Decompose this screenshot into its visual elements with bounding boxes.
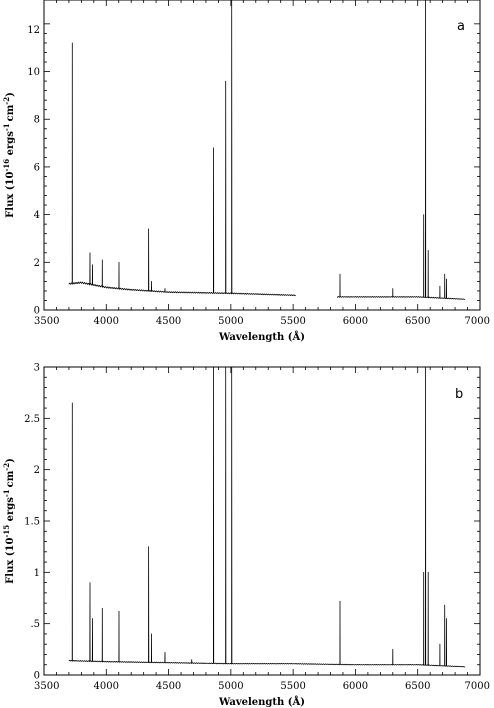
panel-a-y-tick-label: 10 (27, 67, 40, 78)
panel-a-frame (43, 0, 481, 311)
panel-b-spectrum-line (68, 366, 466, 668)
panel-a-label: a (457, 19, 465, 34)
panel-a-x-tick-label: 7000 (465, 316, 490, 327)
panel-a-x-tick-label: 6500 (405, 316, 430, 327)
panel-a-y-axis-title: Flux (10-16 ergs-1cm-2) (2, 92, 16, 218)
panel-b-x-axis-title: Wavelength (Å) (218, 696, 305, 708)
panel-b-y-tick-label: 1.5 (24, 517, 40, 528)
panel-b: 3500 4000 4500 5000 5500 6000 6500 7000 0 .5 1 1.5 2… (2, 363, 490, 708)
panel-b-x-tick-label: 4000 (94, 681, 119, 692)
panel-b-y-tick-label: 1 (34, 568, 40, 579)
panel-b-x-tick-label: 5000 (218, 681, 243, 692)
panel-b-frame (43, 366, 481, 676)
panel-a-y-tick-label: 4 (34, 210, 40, 221)
panel-b-y-tick-label: 2.5 (24, 414, 40, 425)
panel-a: 3500 4000 4500 5000 5500 6000 6500 7000 0 2 4 6 8 10 1… (2, 0, 490, 343)
panel-b-y-tick-label: 0 (34, 671, 40, 682)
panel-a-x-tick-label: 3500 (34, 316, 59, 327)
panel-b-x-tick-label: 6500 (405, 681, 430, 692)
panel-a-x-tick-label: 5000 (218, 316, 243, 327)
panel-a-x-tick-label: 4000 (94, 316, 119, 327)
panel-b-y-tick-label: 3 (34, 363, 40, 374)
panel-a-x-axis-title: Wavelength (Å) (218, 331, 305, 343)
panel-b-ticks: 3500 4000 4500 5000 5500 6000 6500 7000 0 .5 1 1.5 2… (24, 363, 490, 693)
panel-b-y-tick-label: 2 (34, 465, 40, 476)
panel-b-x-tick-label: 5500 (280, 681, 305, 692)
panel-a-y-tick-label: 8 (34, 115, 40, 126)
panel-b-label: b (455, 387, 463, 402)
panel-b-x-tick-label: 4500 (156, 681, 181, 692)
panel-a-ticks: 3500 4000 4500 5000 5500 6000 6500 7000 0 2 4 6 8 10 1… (27, 0, 490, 327)
panel-a-y-tick-label: 6 (34, 162, 40, 173)
panel-b-x-tick-label: 7000 (465, 681, 490, 692)
panel-b-y-axis-title: Flux (10-15 ergs-1cm-2) (2, 458, 16, 584)
panel-b-y-tick-label: .5 (30, 619, 40, 630)
panel-b-x-tick-label: 6000 (343, 681, 368, 692)
panel-b-x-tick-label: 3500 (34, 681, 59, 692)
panel-a-spectrum-line (68, 0, 466, 300)
panel-a-y-tick-label: 2 (34, 258, 40, 269)
panel-a-x-tick-label: 5500 (280, 316, 305, 327)
panel-a-y-tick-label: 12 (27, 25, 40, 36)
panel-a-x-tick-label: 4500 (156, 316, 181, 327)
panel-a-y-tick-label: 0 (34, 306, 40, 317)
panel-a-x-tick-label: 6000 (343, 316, 368, 327)
